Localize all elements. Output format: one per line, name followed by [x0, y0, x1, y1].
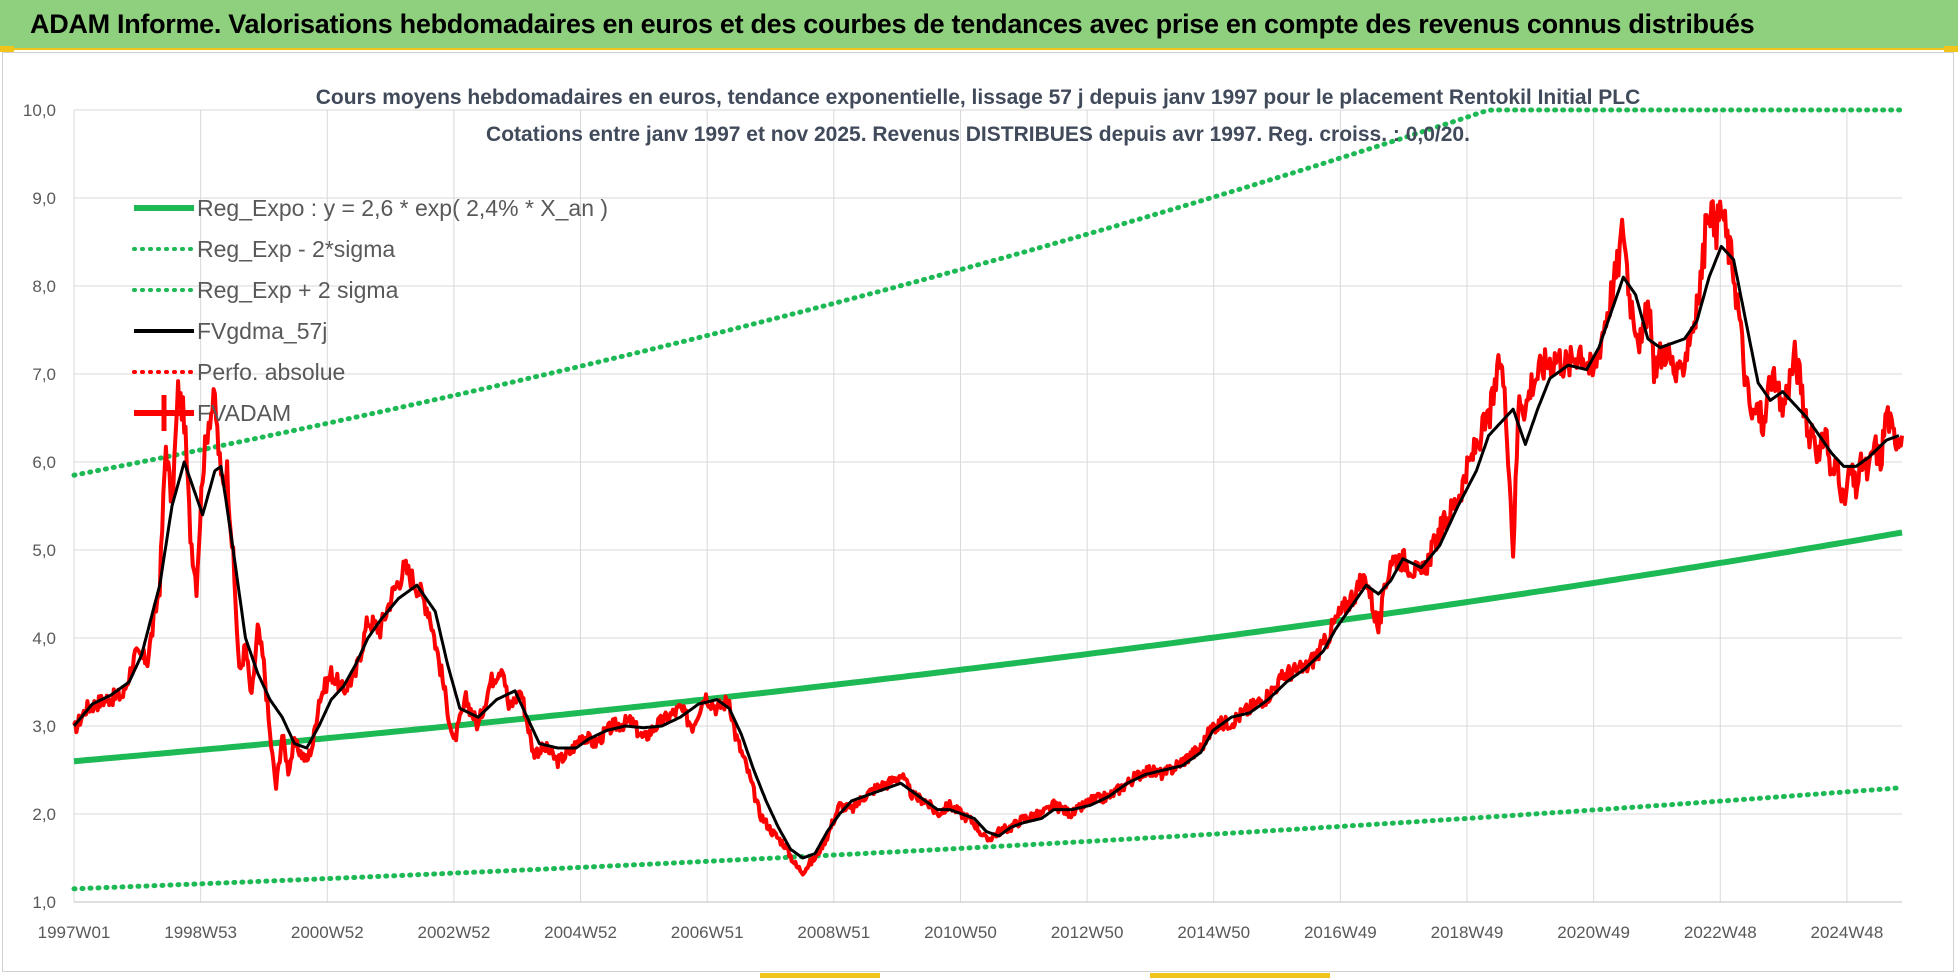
series-layer — [71, 107, 1905, 892]
x-tick-label: 2018W49 — [1431, 923, 1504, 942]
chart-frame — [2, 52, 1954, 972]
legend-label: Reg_Exp + 2 sigma — [197, 277, 399, 303]
legend-item: Reg_Exp + 2 sigma — [132, 277, 399, 303]
x-tick-label: 2002W52 — [418, 923, 491, 942]
x-tick-label: 2000W52 — [291, 923, 364, 942]
series-fvgdma-57j — [72, 244, 1900, 860]
legend-label: Perfo. absolue — [197, 359, 345, 385]
legend-item: Reg_Exp - 2*sigma — [132, 236, 395, 262]
y-tick-label: 3,0 — [32, 717, 56, 736]
y-tick-label: 10,0 — [23, 101, 56, 120]
y-tick-label: 8,0 — [32, 277, 56, 296]
y-tick-label: 6,0 — [32, 453, 56, 472]
bottom-strip-left — [760, 973, 880, 978]
x-tick-label: 1998W53 — [164, 923, 237, 942]
x-tick-label: 2008W51 — [797, 923, 870, 942]
header-bar: ADAM Informe. Valorisations hebdomadaire… — [0, 0, 1958, 50]
x-tick-label: 2024W48 — [1811, 923, 1884, 942]
header-title: ADAM Informe. Valorisations hebdomadaire… — [30, 9, 1755, 39]
x-tick-label: 2016W49 — [1304, 923, 1377, 942]
corner-mark-left — [0, 46, 14, 52]
x-tick-label: 2012W50 — [1051, 923, 1124, 942]
bottom-strip-right — [1150, 973, 1330, 978]
series-fvadam — [72, 199, 1904, 877]
x-tick-label: 2006W51 — [671, 923, 744, 942]
x-tick-label: 1997W01 — [38, 923, 111, 942]
legend-item: Perfo. absolue — [132, 359, 345, 385]
y-tick-label: 4,0 — [32, 629, 56, 648]
y-tick-label: 2,0 — [32, 805, 56, 824]
y-tick-label: 9,0 — [32, 189, 56, 208]
y-tick-label: 1,0 — [32, 893, 56, 912]
legend-item: FVgdma_57j — [134, 318, 327, 344]
chart-subtitle: Cotations entre janv 1997 et nov 2025. R… — [486, 123, 1470, 146]
x-tick-label: 2010W50 — [924, 923, 997, 942]
axes: 1,0 2,0 3,0 4,0 5,0 6,0 7,0 8,0 9,0 10,0 1997W01 19… — [23, 101, 1902, 942]
corner-mark-right — [1944, 46, 1958, 52]
y-tick-label: 7,0 — [32, 365, 56, 384]
grid — [73, 109, 1902, 903]
x-tick-label: 2020W49 — [1557, 923, 1630, 942]
legend-label: Reg_Exp - 2*sigma — [197, 236, 395, 262]
series-reg-expo — [73, 529, 1903, 765]
legend-label: FVADAM — [197, 400, 291, 426]
legend-label: Reg_Expo : y = 2,6 * exp( 2,4% * X_an ) — [197, 195, 608, 221]
legend-label: FVgdma_57j — [197, 318, 327, 344]
series-reg-exp-2-sigma — [71, 785, 1905, 892]
legend: Reg_Expo : y = 2,6 * exp( 2,4% * X_an ) R… — [132, 195, 608, 431]
chart-title: Cours moyens hebdomadaires en euros, ten… — [316, 86, 1641, 109]
y-tick-label: 5,0 — [32, 541, 56, 560]
x-tick-label: 2022W48 — [1684, 923, 1757, 942]
x-tick-label: 2014W50 — [1177, 923, 1250, 942]
legend-item: Reg_Expo : y = 2,6 * exp( 2,4% * X_an ) — [134, 195, 608, 221]
x-tick-label: 2004W52 — [544, 923, 617, 942]
series-reg-exp-2-sigma — [71, 107, 1905, 478]
legend-item: FVADAM — [134, 395, 291, 431]
